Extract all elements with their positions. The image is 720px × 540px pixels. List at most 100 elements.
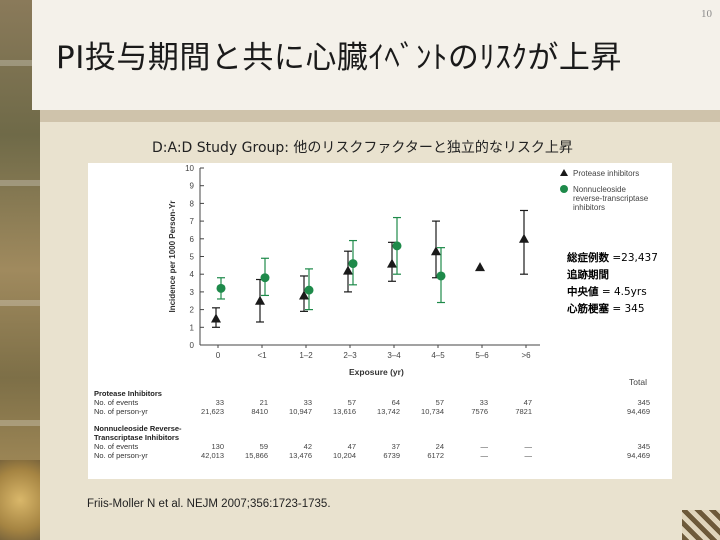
x-tick-label: 2–3 xyxy=(343,351,357,360)
y-tick-label: 5 xyxy=(190,253,195,262)
table-cell: — xyxy=(525,442,533,451)
x-tick-label: 4–5 xyxy=(431,351,445,360)
table-cell: 10,204 xyxy=(333,451,356,460)
table-cell: 13,742 xyxy=(377,407,400,416)
slide-title: PI投与期間と共に心臓ｲﾍﾞﾝﾄのﾘｽｸが上昇 xyxy=(56,40,622,76)
table-cell: 13,476 xyxy=(289,451,312,460)
nnrti-marker xyxy=(260,273,270,283)
table-cell: 130 xyxy=(211,442,224,451)
table-cell: 24 xyxy=(436,442,444,451)
y-tick-label: 4 xyxy=(190,270,195,279)
events-label: 心筋梗塞 xyxy=(567,303,609,315)
pi-marker xyxy=(299,290,309,300)
y-tick-label: 10 xyxy=(185,164,194,173)
table-group-title: Transcriptase Inhibitors xyxy=(94,433,179,442)
table-row-label: No. of person-yr xyxy=(94,407,148,416)
y-tick-label: 9 xyxy=(190,182,195,191)
table-cell: 37 xyxy=(392,442,400,451)
table-cell: — xyxy=(481,451,489,460)
y-tick-label: 1 xyxy=(190,323,195,332)
table-cell: 57 xyxy=(348,398,356,407)
x-tick-label: 3–4 xyxy=(387,351,401,360)
x-tick-label: >6 xyxy=(521,351,531,360)
table-total-header: Total xyxy=(629,377,647,387)
table-row-label: No. of person-yr xyxy=(94,451,148,460)
table-total-cell: 94,469 xyxy=(627,451,650,460)
legend-nnrti-label: Nonnucleoside xyxy=(573,185,626,194)
x-tick-label: <1 xyxy=(257,351,267,360)
x-tick-label: 0 xyxy=(216,351,221,360)
table-cell: 33 xyxy=(304,398,312,407)
table-cell: 15,866 xyxy=(245,451,268,460)
legend-nnrti-label: inhibitors xyxy=(573,203,605,212)
chart-subtitle: D:A:D Study Group: 他のリスクファクターと独立的なリスク上昇 xyxy=(152,140,573,156)
table-cell: — xyxy=(481,442,489,451)
followup-label: 追跡期間 xyxy=(567,269,609,281)
legend-pi-label: Protease inhibitors xyxy=(573,169,639,178)
legend-nnrti-marker xyxy=(560,185,568,193)
legend-nnrti-label: reverse-transcriptase xyxy=(573,194,649,203)
table-cell: 7576 xyxy=(471,407,488,416)
y-tick-label: 8 xyxy=(190,199,195,208)
page-number: 10 xyxy=(701,8,712,20)
events-value: = 345 xyxy=(612,303,645,315)
figure-panel: 0 1 2 3 4 5 6 7 8 9 10 Incidence per 1000 Person-Yr… xyxy=(88,163,672,479)
table-cell: 8410 xyxy=(251,407,268,416)
table-cell: 10,947 xyxy=(289,407,312,416)
table-row-label: No. of events xyxy=(94,442,138,451)
table-cell: 59 xyxy=(260,442,268,451)
pi-marker xyxy=(387,258,397,268)
y-axis-label: Incidence per 1000 Person-Yr xyxy=(168,200,177,312)
table-group-title: Protease Inhibitors xyxy=(94,389,162,398)
table-total-cell: 94,469 xyxy=(627,407,650,416)
pi-marker xyxy=(519,233,529,243)
table-group-title: Nonnucleoside Reverse- xyxy=(94,424,182,433)
x-tick-label: 5–6 xyxy=(475,351,489,360)
nnrti-marker xyxy=(216,283,226,293)
nnrti-marker xyxy=(436,271,446,281)
table-cell: — xyxy=(525,451,533,460)
pi-marker xyxy=(255,295,265,305)
table-cell: 47 xyxy=(524,398,532,407)
table-total-cell: 345 xyxy=(637,398,650,407)
table-cell: 42 xyxy=(304,442,312,451)
table-cell: 21,623 xyxy=(201,407,224,416)
cases-label: 総症例数 xyxy=(567,252,609,264)
x-axis-label: Exposure (yr) xyxy=(349,367,404,377)
table-cell: 47 xyxy=(348,442,356,451)
pi-marker xyxy=(475,262,485,272)
corner-pattern xyxy=(682,510,720,540)
table-cell: 13,616 xyxy=(333,407,356,416)
table-cell: 42,013 xyxy=(201,451,224,460)
x-tick-label: 1–2 xyxy=(299,351,313,360)
y-tick-label: 3 xyxy=(190,288,195,297)
pi-marker xyxy=(431,246,441,256)
pi-marker xyxy=(343,265,353,275)
y-tick-label: 0 xyxy=(190,341,195,350)
y-tick-label: 6 xyxy=(190,235,195,244)
table-cell: 64 xyxy=(392,398,400,407)
nnrti-marker xyxy=(304,285,314,295)
table-row-label: No. of events xyxy=(94,398,138,407)
table-cell: 21 xyxy=(260,398,268,407)
corner-ornament xyxy=(0,460,40,540)
table-total-cell: 345 xyxy=(637,442,650,451)
table-cell: 10,734 xyxy=(421,407,444,416)
y-tick-label: 7 xyxy=(190,217,195,226)
nnrti-marker xyxy=(392,241,402,251)
nnrti-marker xyxy=(348,259,358,269)
median-value: = 4.5yrs xyxy=(601,286,647,298)
title-band xyxy=(32,0,720,110)
table-cell: 7821 xyxy=(515,407,532,416)
table-cell: 6172 xyxy=(427,451,444,460)
legend-pi-marker xyxy=(560,169,568,176)
study-stats: 総症例数 =23,437 追跡期間 中央値 = 4.5yrs 心筋梗塞 = 34… xyxy=(567,250,658,318)
median-label: 中央値 xyxy=(567,286,599,298)
table-cell: 6739 xyxy=(383,451,400,460)
table-cell: 33 xyxy=(480,398,488,407)
table-cell: 33 xyxy=(216,398,224,407)
y-tick-label: 2 xyxy=(190,306,195,315)
table-cell: 57 xyxy=(436,398,444,407)
citation: Friis-Moller N et al. NEJM 2007;356:1723… xyxy=(87,498,331,510)
